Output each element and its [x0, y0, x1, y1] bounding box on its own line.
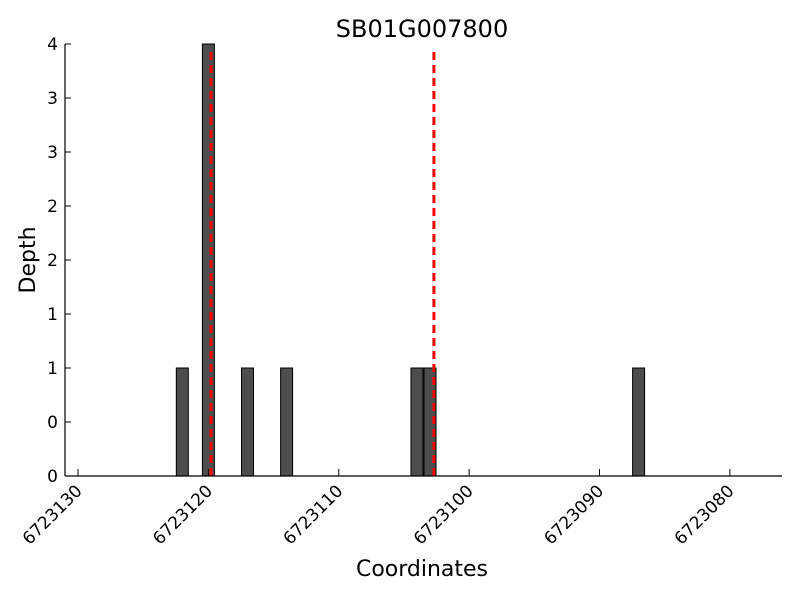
- y-tick-label: 2: [47, 251, 58, 271]
- y-ticks: 0 0 1 1 2 2 3 3 4: [47, 35, 71, 487]
- x-tick-label: 6723100: [410, 481, 478, 549]
- bar-4: [410, 367, 424, 477]
- x-tick-label: 6723110: [280, 481, 348, 549]
- y-tick-label: 2: [47, 197, 58, 217]
- y-tick-label: 0: [47, 467, 58, 487]
- y-tick-label: 1: [47, 305, 58, 325]
- x-tick-label: 6723130: [19, 481, 87, 549]
- y-tick-label: 4: [47, 35, 58, 55]
- y-tick-label: 3: [47, 89, 58, 109]
- x-tick-label: 6723080: [671, 481, 739, 549]
- y-tick-label: 3: [47, 143, 58, 163]
- x-tick-label: 6723120: [149, 481, 217, 549]
- y-tick-label: 1: [47, 359, 58, 379]
- x-ticks: 6723130 6723120 6723110 6723100 6723090 67230…: [19, 469, 739, 549]
- bar-3: [280, 367, 294, 477]
- y-axis-label: Depth: [16, 226, 41, 293]
- bar-2: [241, 367, 255, 477]
- bars-layer: [175, 43, 646, 477]
- x-axis-label: Coordinates: [356, 557, 488, 582]
- bar-0: [175, 367, 189, 477]
- axes: [64, 44, 782, 477]
- bar-1: [201, 43, 215, 477]
- reference-lines: [209, 52, 436, 476]
- x-tick-label: 6723090: [540, 481, 608, 549]
- bar-6: [632, 367, 646, 477]
- y-tick-label: 0: [47, 413, 58, 433]
- chart-title: SB01G007800: [336, 15, 508, 43]
